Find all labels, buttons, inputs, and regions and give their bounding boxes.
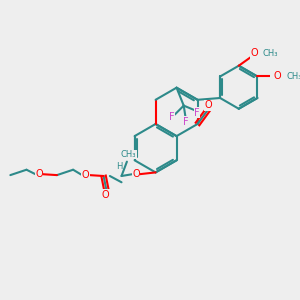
Text: CH₃: CH₃ (263, 49, 278, 58)
Text: O: O (250, 48, 258, 58)
Text: O: O (102, 190, 109, 200)
Text: O: O (204, 100, 212, 110)
Text: CH₃: CH₃ (286, 72, 300, 81)
Text: F: F (194, 108, 200, 118)
Text: F: F (183, 117, 188, 127)
Text: H: H (116, 162, 123, 171)
Text: O: O (82, 170, 89, 180)
Text: F: F (169, 112, 175, 122)
Text: O: O (132, 169, 140, 179)
Text: O: O (35, 169, 43, 179)
Text: O: O (273, 71, 281, 82)
Text: CH₃: CH₃ (121, 150, 136, 159)
